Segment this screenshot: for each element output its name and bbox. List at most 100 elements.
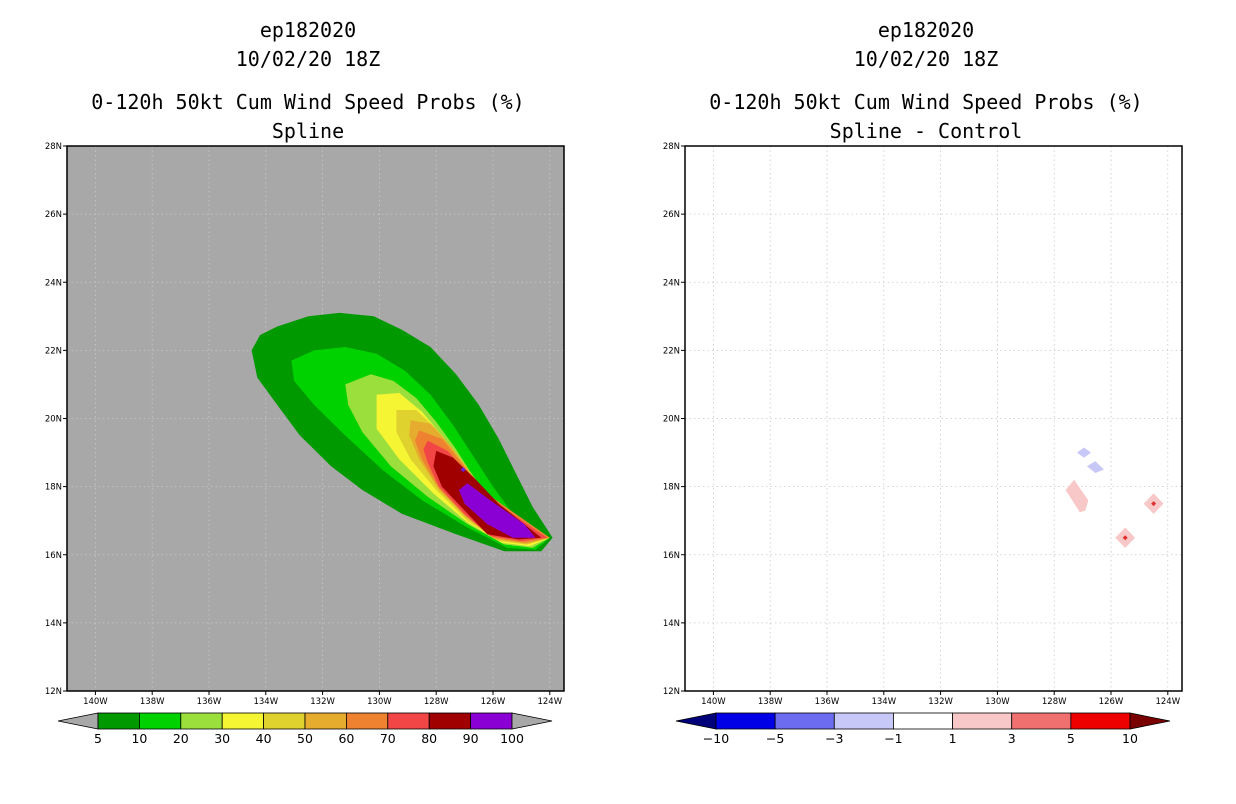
- colorbar-swatch: [470, 712, 513, 730]
- y-tick-label: 24N: [663, 278, 680, 288]
- chart-subtitle-left: Spline: [272, 119, 344, 143]
- colorbar-arrow-right: [511, 712, 553, 730]
- x-axis-ticks-right: 140W 138W 136W 134W 132W 130W 128W 126W 124W: [701, 691, 1181, 707]
- colorbar-swatch: [952, 712, 1013, 730]
- datetime-left: 10/02/20 18Z: [236, 47, 381, 71]
- colorbar-swatch: [221, 712, 264, 730]
- chart-subtitle-right: Spline - Control: [830, 119, 1023, 143]
- x-tick-label: 132W: [310, 697, 335, 707]
- center-marker: [1122, 535, 1128, 541]
- chart-title-left: 0-120h 50kt Cum Wind Speed Probs (%): [91, 90, 524, 114]
- colorbar-arrow-right: [1129, 712, 1171, 730]
- colorbar-label: 60: [338, 731, 354, 746]
- colorbar-label: 100: [500, 731, 524, 746]
- y-tick-label: 16N: [45, 551, 62, 561]
- center-marker: [1151, 501, 1157, 507]
- y-tick-label: 14N: [663, 619, 680, 629]
- colorbar-label: 40: [256, 731, 272, 746]
- storm-id-left: ep182020: [260, 18, 356, 42]
- y-tick-label: 24N: [45, 278, 62, 288]
- x-tick-label: 124W: [537, 697, 562, 707]
- colorbar-label: 1: [949, 731, 957, 746]
- colorbar-swatch: [1011, 712, 1072, 730]
- x-tick-label: 124W: [1155, 697, 1180, 707]
- colorbar-label: 20: [173, 731, 189, 746]
- x-tick-label: 136W: [815, 697, 840, 707]
- x-tick-label: 136W: [197, 697, 222, 707]
- colorbar-swatch: [774, 712, 835, 730]
- colorbar-label: −1: [884, 731, 902, 746]
- x-tick-label: 138W: [758, 697, 783, 707]
- x-tick-label: 134W: [253, 697, 278, 707]
- contour-level-90: [458, 483, 536, 538]
- y-tick-label: 12N: [663, 687, 680, 697]
- y-tick-label: 20N: [45, 415, 62, 425]
- y-tick-label: 28N: [45, 142, 62, 152]
- colorbar-swatch: [833, 712, 894, 730]
- contour-level--1: [1076, 447, 1092, 458]
- x-tick-label: 138W: [140, 697, 165, 707]
- y-tick-label: 14N: [45, 619, 62, 629]
- panel-spline: ep182020 10/02/20 18Z 0-120h 50kt Cum Wi…: [45, 18, 565, 746]
- y-axis-ticks-left: 12N 14N 16N 18N 20N 22N 24N 26N 28N: [45, 142, 67, 697]
- colorbar-swatch: [138, 712, 182, 730]
- x-tick-label: 140W: [83, 697, 108, 707]
- y-tick-label: 26N: [45, 210, 62, 220]
- x-axis-ticks-left: 140W 138W 136W 134W 132W 130W 128W 126W 124W: [83, 691, 563, 707]
- y-tick-label: 16N: [663, 551, 680, 561]
- colorbar-swatch: [180, 712, 223, 730]
- colorbar-swatch: [345, 712, 389, 730]
- x-tick-label: 132W: [928, 697, 953, 707]
- x-tick-label: 130W: [985, 697, 1010, 707]
- colorbar-swatch: [263, 712, 306, 730]
- contour-level--1: [1086, 461, 1104, 473]
- datetime-right: 10/02/20 18Z: [854, 47, 999, 71]
- colorbar-arrow-left: [675, 712, 717, 730]
- colorbar-label: 10: [131, 731, 147, 746]
- y-tick-label: 18N: [663, 483, 680, 493]
- colorbar-label: 5: [94, 731, 102, 746]
- colorbar-label: −3: [825, 731, 843, 746]
- x-tick-label: 140W: [701, 697, 726, 707]
- y-tick-label: 18N: [45, 483, 62, 493]
- y-tick-label: 22N: [45, 346, 62, 356]
- colorbar-swatch: [1070, 712, 1131, 730]
- markers-right: [1122, 501, 1157, 541]
- chart-title-right: 0-120h 50kt Cum Wind Speed Probs (%): [709, 90, 1142, 114]
- x-tick-label: 126W: [481, 697, 506, 707]
- markers-left: [460, 467, 466, 473]
- colorbar-swatch: [97, 712, 140, 730]
- y-tick-label: 20N: [663, 415, 680, 425]
- y-tick-label: 26N: [663, 210, 680, 220]
- colorbar-swatch: [428, 712, 472, 730]
- colorbar-right: −10 −5 −3 −1 1 3 5 10: [675, 712, 1171, 746]
- colorbar-swatch: [715, 712, 776, 730]
- colorbar-swatch: [893, 712, 953, 730]
- colorbar-label: 50: [297, 731, 313, 746]
- storm-id-right: ep182020: [878, 18, 974, 42]
- colorbar-label: −5: [766, 731, 784, 746]
- colorbar-left: 5 10 20 30 40 50 60 70 80 90 100: [57, 712, 553, 746]
- x-tick-label: 126W: [1099, 697, 1124, 707]
- colorbar-label: 30: [214, 731, 230, 746]
- x-tick-label: 130W: [367, 697, 392, 707]
- colorbar-label: 80: [421, 731, 437, 746]
- x-tick-label: 128W: [1042, 697, 1067, 707]
- colorbar-arrow-left: [57, 712, 99, 730]
- y-tick-label: 12N: [45, 687, 62, 697]
- colorbar-label: 10: [1122, 731, 1138, 746]
- colorbar-label: 5: [1067, 731, 1075, 746]
- colorbar-label: −10: [703, 731, 729, 746]
- y-tick-label: 28N: [663, 142, 680, 152]
- colorbar-swatch: [304, 712, 347, 730]
- y-tick-label: 22N: [663, 346, 680, 356]
- colorbar-label: 3: [1008, 731, 1016, 746]
- x-tick-label: 134W: [871, 697, 896, 707]
- colorbar-swatch: [387, 712, 430, 730]
- contour-level-1: [1065, 479, 1089, 513]
- colorbar-label: 70: [380, 731, 396, 746]
- center-marker: [460, 467, 466, 473]
- y-axis-ticks-right: 12N 14N 16N 18N 20N 22N 24N 26N 28N: [663, 142, 685, 697]
